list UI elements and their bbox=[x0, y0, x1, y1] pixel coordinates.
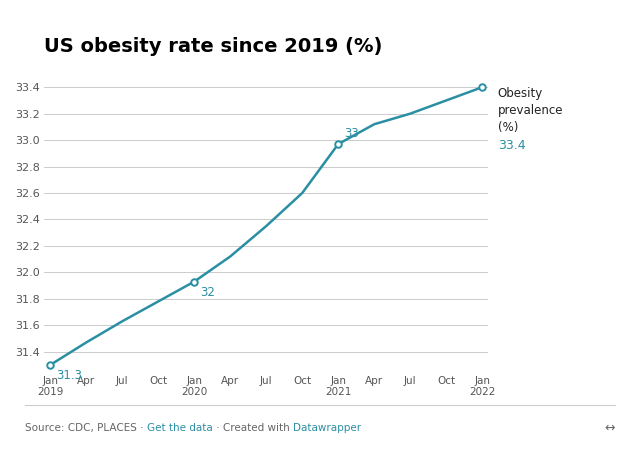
Point bbox=[189, 278, 199, 285]
Text: Source: CDC, PLACES ·: Source: CDC, PLACES · bbox=[25, 423, 147, 433]
Text: 32: 32 bbox=[200, 285, 215, 299]
Text: US obesity rate since 2019 (%): US obesity rate since 2019 (%) bbox=[44, 37, 383, 56]
Point bbox=[45, 361, 55, 368]
Text: · Created with: · Created with bbox=[213, 423, 293, 433]
Text: 33.4: 33.4 bbox=[498, 140, 526, 152]
Point bbox=[333, 140, 344, 148]
Text: Get the data: Get the data bbox=[147, 423, 213, 433]
Point bbox=[477, 84, 488, 91]
Text: ↔: ↔ bbox=[604, 422, 615, 434]
Text: 31.3: 31.3 bbox=[56, 369, 82, 382]
Text: Obesity
prevalence
(%): Obesity prevalence (%) bbox=[498, 87, 563, 134]
Text: Datawrapper: Datawrapper bbox=[293, 423, 361, 433]
Text: 33: 33 bbox=[344, 127, 359, 140]
